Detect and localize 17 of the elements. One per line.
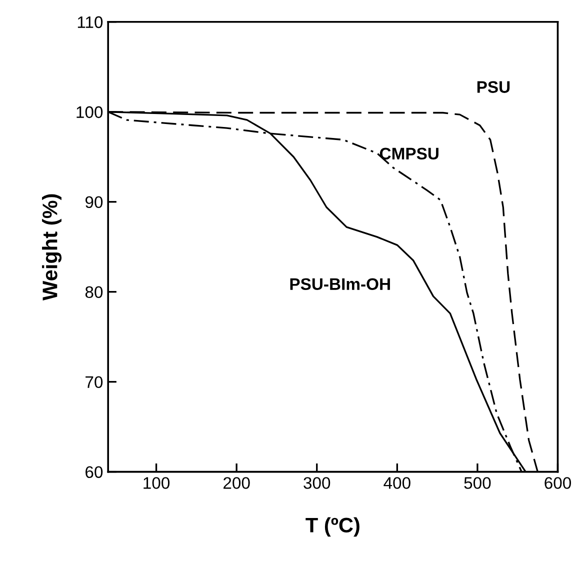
y-tick-label: 80 (85, 286, 103, 298)
series-label: PSU-BIm-OH (290, 278, 390, 290)
x-tick-label: 200 (224, 477, 250, 489)
y-tick-label: 70 (86, 376, 103, 388)
y-axis-title: Weight (%) (42, 194, 62, 300)
x-tick-label: 100 (144, 477, 170, 489)
series-label: CMPSU (380, 148, 438, 160)
x-tick-label: 300 (304, 477, 330, 489)
x-tick-label: 600 (544, 477, 572, 489)
y-tick-label: 110 (78, 16, 103, 28)
y-tick-label: 100 (76, 106, 103, 118)
y-tick-label: 90 (85, 196, 103, 208)
series-label: PSU (477, 81, 510, 93)
y-tick-label: 60 (86, 466, 103, 478)
x-tick-label: 500 (464, 477, 491, 489)
x-tick-label: 400 (384, 477, 410, 489)
x-axis-title: T (ºC) (306, 517, 360, 537)
